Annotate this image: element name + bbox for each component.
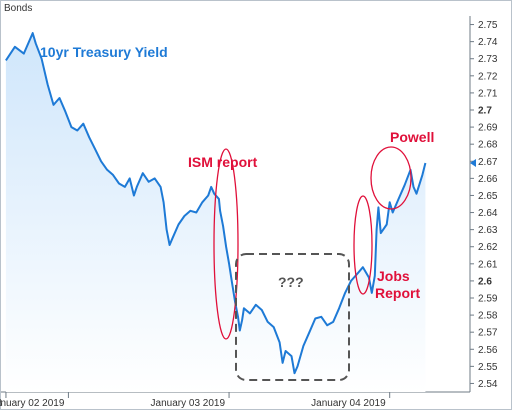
series-label: 10yr Treasury Yield — [40, 44, 168, 60]
ism-report-ellipse — [213, 148, 239, 340]
y-tick-label: 2.55 — [478, 362, 498, 373]
y-tick-label: 2.71 — [478, 88, 498, 99]
y-tick-label: 2.54 — [478, 379, 498, 390]
x-tick-label: January 04 2019 — [311, 398, 386, 409]
x-tick-label: January 02 2019 — [0, 398, 65, 409]
y-tick-label: 2.64 — [478, 208, 498, 219]
y-tick-label: 2.58 — [478, 311, 498, 322]
y-tick-label: 2.74 — [478, 37, 498, 48]
y-tick-label: 2.59 — [478, 294, 498, 305]
chart-title: Bonds — [4, 3, 32, 14]
series-area — [5, 33, 426, 392]
y-tick-label: 2.69 — [478, 123, 498, 134]
y-tick-label: 2.6 — [478, 276, 492, 287]
powell-ellipse — [370, 146, 412, 210]
y-tick-label: 2.75 — [478, 20, 498, 31]
y-tick-label: 2.56 — [478, 345, 498, 356]
y-tick-label: 2.73 — [478, 54, 498, 65]
unknown-move-box — [235, 253, 350, 381]
y-tick-label: 2.57 — [478, 328, 498, 339]
x-tick-label: Dec 31 18 — [0, 398, 2, 409]
powell-label: Powell — [390, 129, 434, 145]
x-axis-ticks: Dec 31 18January 02 2019 January 03 2019 J… — [0, 392, 391, 409]
y-tick-label: 2.72 — [478, 71, 498, 82]
x-tick-label: January 03 2019 — [151, 398, 226, 409]
y-tick-label: 2.7 — [478, 106, 492, 117]
y-tick-label: 2.62 — [478, 242, 498, 253]
y-axis-ticks: 2.54 2.55 2.56 2.57 2.58 2.59 2.6 2.61 2.62 2.63 2… — [470, 20, 498, 390]
y-tick-label: 2.66 — [478, 174, 498, 185]
jobs-report-ellipse — [353, 195, 373, 295]
ism-report-label: ISM report — [188, 154, 258, 170]
report-label: Report — [375, 285, 420, 301]
current-value-marker — [470, 158, 476, 167]
y-tick-label: 2.63 — [478, 225, 498, 236]
y-tick-label: 2.65 — [478, 191, 498, 202]
y-tick-label: 2.68 — [478, 140, 498, 151]
y-tick-label: 2.61 — [478, 259, 498, 270]
unknown-label: ??? — [278, 274, 304, 290]
jobs-label: Jobs — [377, 268, 410, 284]
series-line — [5, 32, 427, 375]
y-tick-label: 2.67 — [478, 157, 498, 168]
